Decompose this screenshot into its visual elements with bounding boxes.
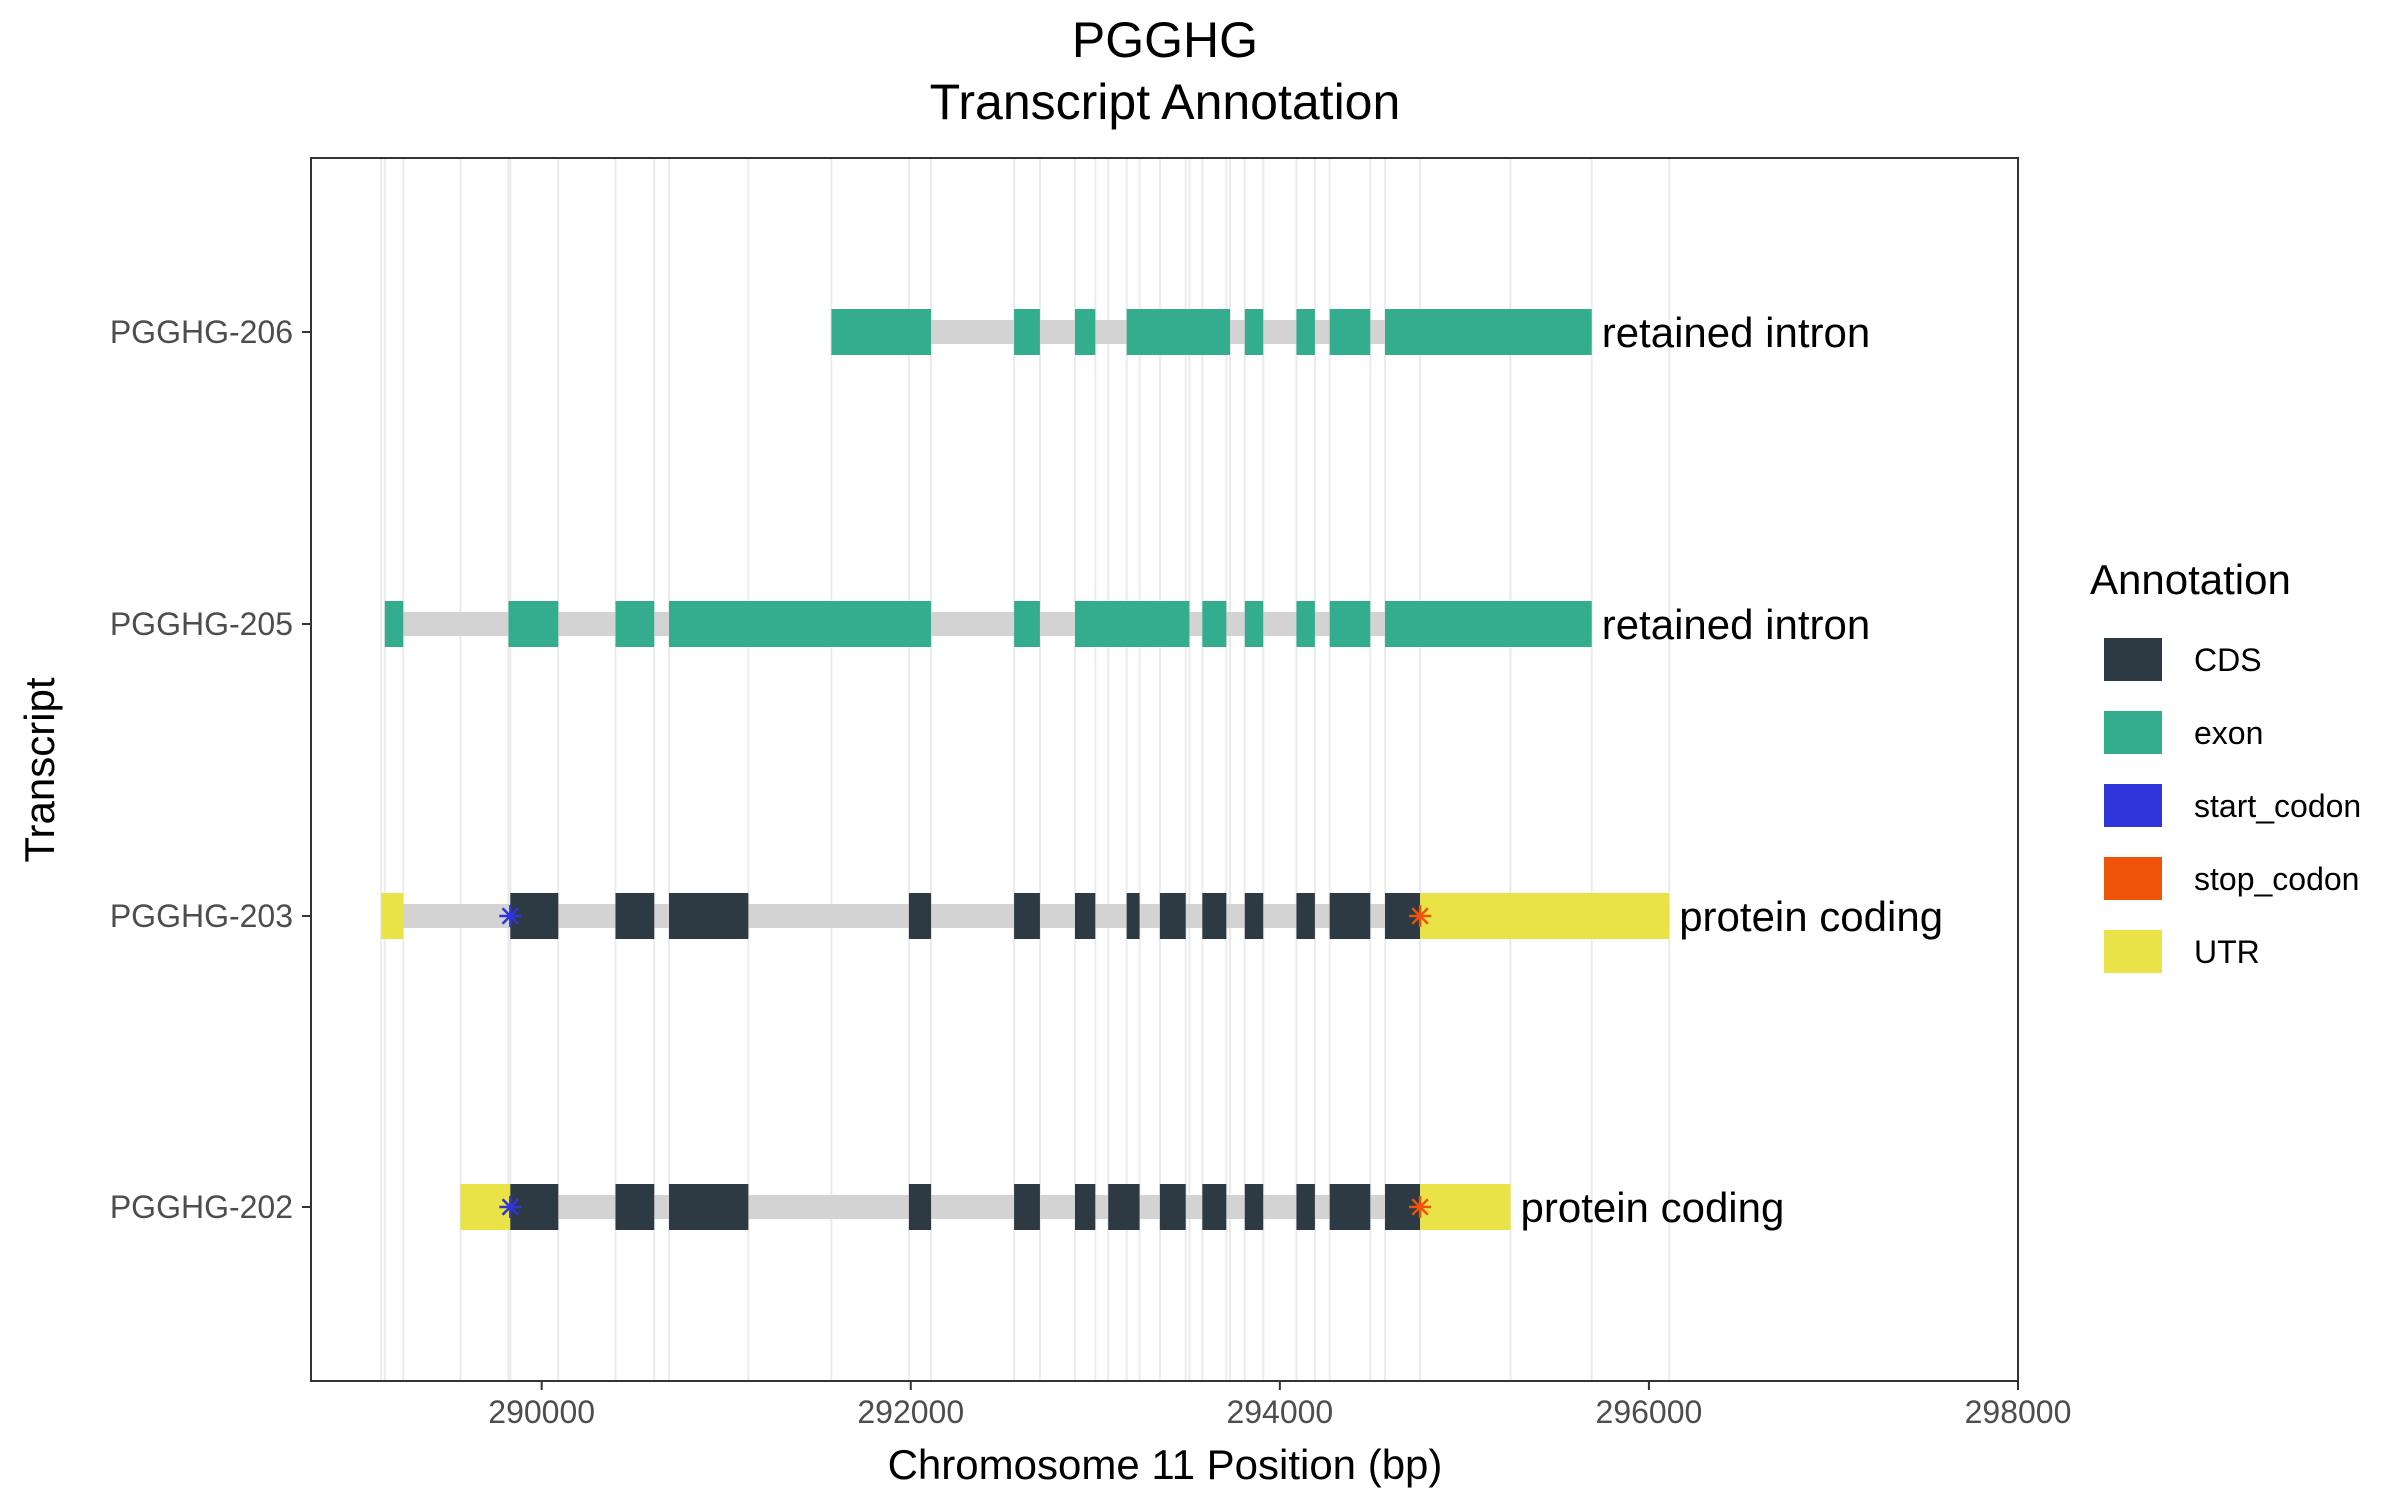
cds-block	[1244, 893, 1264, 939]
cds-block	[1108, 1184, 1140, 1230]
cds-block	[1202, 1184, 1227, 1230]
stop-codon-marker	[1409, 1196, 1432, 1218]
codon-marker-stroke	[501, 907, 519, 925]
biotype-label: retained intron	[1602, 309, 1871, 356]
codon-marker-stroke	[1411, 1198, 1429, 1216]
transcript-tracks: retained intron retained intron protein co…	[381, 309, 1943, 1231]
cds-block	[908, 893, 932, 939]
cds-block	[1329, 1184, 1371, 1230]
cds-block	[1159, 1184, 1186, 1230]
cds-block	[1329, 893, 1371, 939]
y-axis-title: Transcript	[16, 677, 63, 862]
legend-swatch-exon	[2104, 711, 2162, 754]
gridlines	[380, 158, 1671, 1381]
cds-block	[1244, 1184, 1264, 1230]
chart-title: PGGHG	[1072, 12, 1258, 68]
cds-block	[1074, 893, 1096, 939]
cds-block	[615, 1184, 655, 1230]
exon-block	[1244, 601, 1264, 647]
transcript-track: retained intron	[384, 601, 1871, 648]
cds-block	[1202, 893, 1227, 939]
exon-block	[1074, 601, 1190, 647]
biotype-label: protein coding	[1679, 893, 1943, 940]
chart-subtitle: Transcript Annotation	[930, 74, 1401, 130]
y-tick-label: PGGHG-202	[110, 1189, 293, 1225]
legend-label: UTR	[2194, 934, 2260, 970]
legend-title: Annotation	[2090, 556, 2291, 603]
legend-swatch-start-codon	[2104, 784, 2162, 827]
exon-block	[1014, 309, 1040, 355]
x-tick-label: 294000	[1226, 1394, 1333, 1430]
exon-block	[1385, 601, 1592, 647]
y-axis: PGGHG-206 PGGHG-205 PGGHG-203 PGGHG-202	[110, 314, 311, 1225]
exon-block	[1385, 309, 1592, 355]
legend-swatch-stop-codon	[2104, 857, 2162, 900]
cds-block	[1126, 893, 1140, 939]
y-tick-label: PGGHG-205	[110, 606, 293, 642]
cds-block	[615, 893, 655, 939]
legend-label: start_codon	[2194, 788, 2361, 824]
exon-block	[384, 601, 404, 647]
legend-label: exon	[2194, 715, 2263, 751]
exon-block	[1329, 601, 1371, 647]
exon-block	[1296, 601, 1315, 647]
x-tick-label: 290000	[488, 1394, 595, 1430]
transcript-track: protein coding	[460, 1184, 1784, 1231]
cds-block	[908, 1184, 932, 1230]
transcript-track: retained intron	[831, 309, 1870, 356]
legend: Annotation CDS exon start_codon stop_codon U…	[2090, 556, 2361, 973]
exon-block	[1074, 309, 1096, 355]
plot-panel-border	[310, 157, 2019, 1382]
cds-block	[1074, 1184, 1096, 1230]
exon-block	[831, 309, 932, 355]
x-tick-label: 298000	[1965, 1394, 2072, 1430]
utr-block	[1420, 1184, 1511, 1230]
exon-block	[615, 601, 655, 647]
legend-label: stop_codon	[2194, 861, 2359, 897]
cds-block	[1296, 893, 1315, 939]
cds-block	[1014, 893, 1040, 939]
cds-block	[669, 1184, 749, 1230]
exon-block	[1014, 601, 1040, 647]
exon-block	[1296, 309, 1315, 355]
legend-swatch-UTR	[2104, 930, 2162, 973]
exon-block	[669, 601, 932, 647]
x-tick-label: 296000	[1596, 1394, 1703, 1430]
exon-block	[1126, 309, 1231, 355]
start-codon-marker	[499, 905, 522, 927]
y-tick-label: PGGHG-203	[110, 898, 293, 934]
codon-marker-stroke	[1411, 907, 1429, 925]
cds-block	[1159, 893, 1186, 939]
biotype-label: retained intron	[1602, 601, 1871, 648]
y-tick-label: PGGHG-206	[110, 314, 293, 350]
exon-block	[1202, 601, 1227, 647]
legend-swatch-CDS	[2104, 638, 2162, 681]
transcript-track: protein coding	[381, 893, 1943, 940]
codon-marker-stroke	[501, 1198, 519, 1216]
start-codon-marker	[499, 1196, 522, 1218]
biotype-label: protein coding	[1521, 1184, 1785, 1231]
cds-block	[1014, 1184, 1040, 1230]
stop-codon-marker	[1409, 905, 1432, 927]
cds-block	[669, 893, 749, 939]
exon-block	[508, 601, 559, 647]
exon-block	[1244, 309, 1264, 355]
x-tick-label: 292000	[857, 1394, 964, 1430]
cds-block	[1296, 1184, 1315, 1230]
x-axis-title: Chromosome 11 Position (bp)	[888, 1441, 1443, 1488]
legend-label: CDS	[2194, 642, 2262, 678]
utr-block	[1420, 893, 1670, 939]
exon-block	[1329, 309, 1371, 355]
utr-block	[381, 893, 404, 939]
x-axis: 290000 292000 294000 296000 298000	[488, 1381, 2071, 1430]
